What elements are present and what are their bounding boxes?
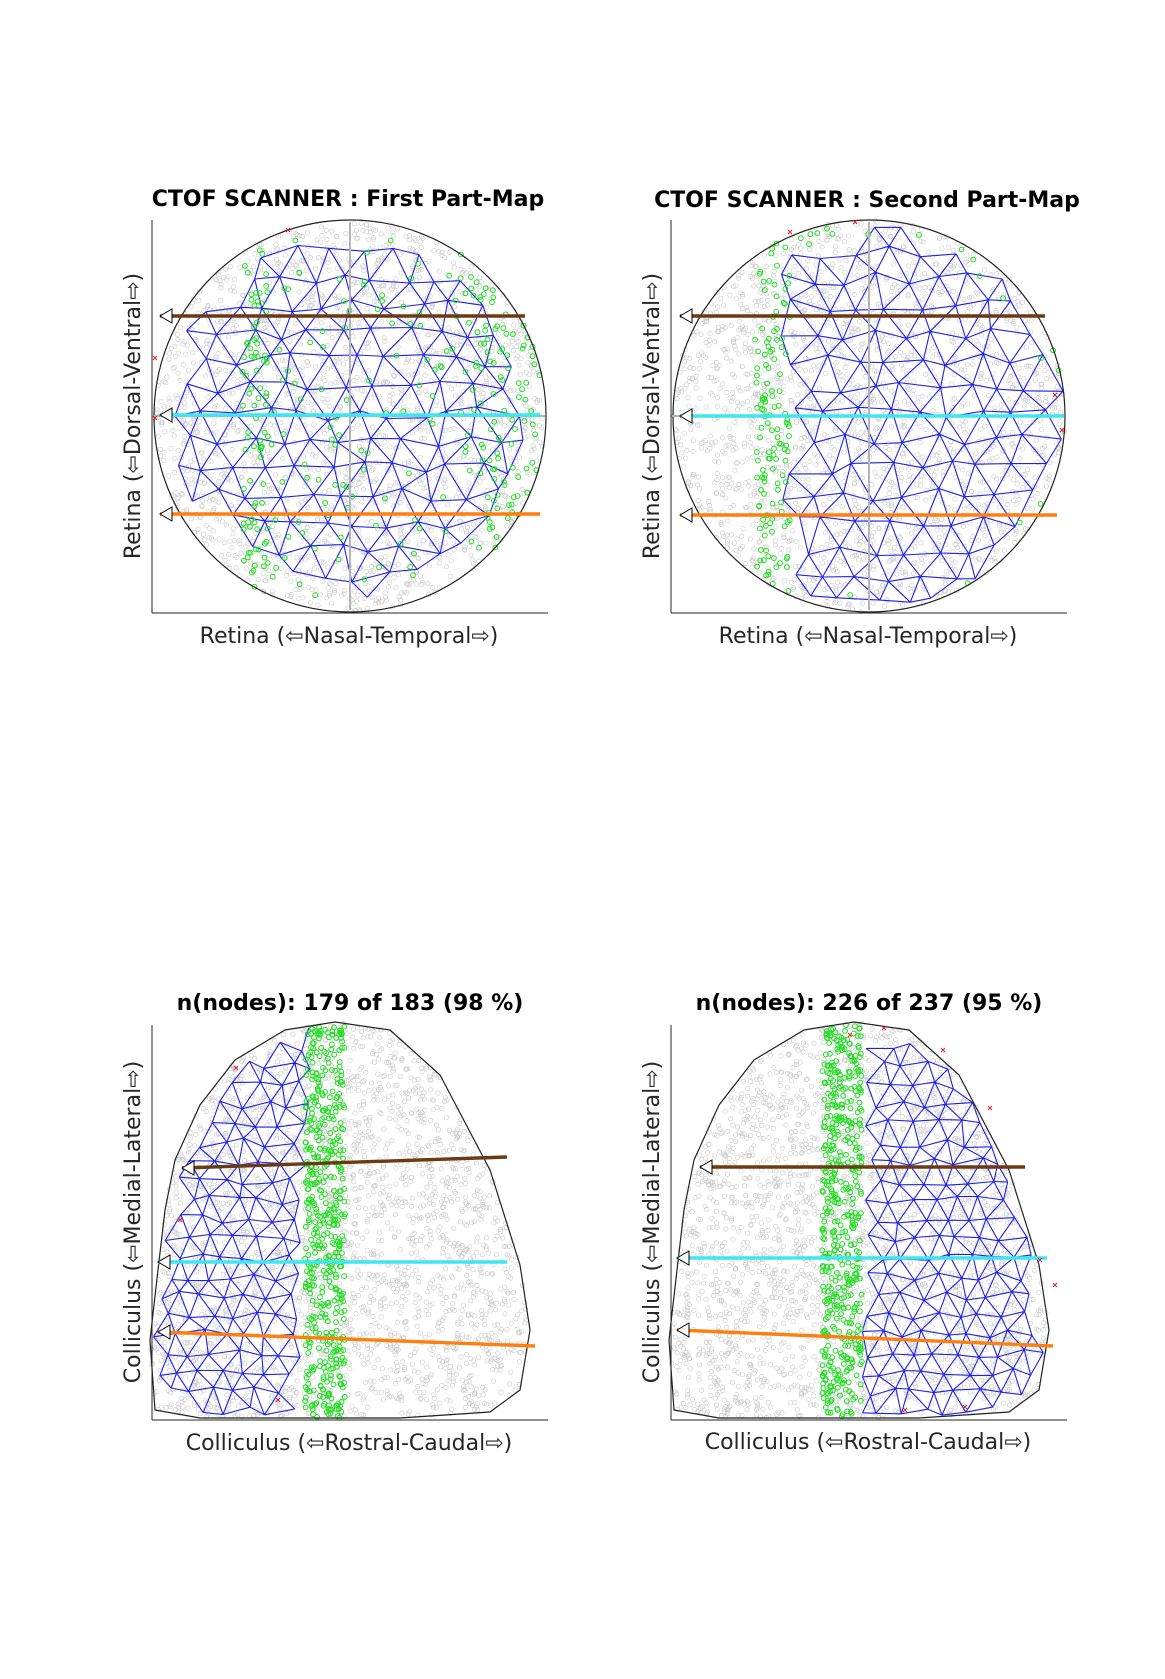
scanner-points: [268, 237, 482, 599]
arrow-head-icon: [679, 507, 693, 523]
scan-line: [676, 1328, 1054, 1348]
arrow-head-icon: [679, 408, 693, 424]
plot-area: [671, 218, 1067, 615]
node-mesh: [153, 1027, 311, 1416]
x-axis-label: Colliculus (⇦Rostral-Caudal⇨): [705, 1430, 1032, 1455]
excluded-marks: [152, 227, 291, 421]
node-mesh: [174, 244, 524, 598]
arrow-head-icon: [676, 1250, 690, 1266]
arrow-head-icon: [159, 506, 173, 522]
panel-colliculus-second: n(nodes): 226 of 237 (95 %) Colliculus (…: [640, 991, 1067, 1455]
y-axis-label: Colliculus (⇦Medial-Lateral⇨): [121, 1061, 146, 1383]
background-points: [148, 1021, 529, 1420]
panel-retina-second: CTOF SCANNER : Second Part-Map Retina (⇦…: [640, 188, 1080, 649]
arrow-head-icon: [159, 407, 173, 423]
scan-line: [181, 1155, 508, 1170]
excluded-marks: [177, 1065, 281, 1403]
panel-title: n(nodes): 179 of 183 (98 %): [177, 991, 524, 1016]
panel-retina-first: CTOF SCANNER : First Part-Map Retina (⇦N…: [121, 187, 548, 649]
colliculus-outline: [668, 1021, 1050, 1419]
x-axis-label: Retina (⇦Nasal-Temporal⇨): [200, 624, 499, 649]
panel-title: CTOF SCANNER : Second Part-Map: [654, 188, 1080, 213]
plot-area: [152, 219, 547, 614]
y-axis-label: Colliculus (⇦Medial-Lateral⇨): [640, 1061, 665, 1383]
scanner-points: [239, 247, 271, 590]
arrow-head-icon: [181, 1160, 195, 1176]
background-points: [668, 1021, 1050, 1421]
arrow-head-icon: [676, 1322, 690, 1338]
node-mesh: [780, 226, 1064, 603]
arrow-head-icon: [679, 308, 693, 324]
arrow-head-icon: [699, 1159, 713, 1175]
scan-line: [157, 1330, 536, 1348]
panel-colliculus-first: n(nodes): 179 of 183 (98 %) Colliculus (…: [121, 991, 548, 1456]
node-mesh: [861, 1043, 1044, 1416]
colliculus-outline: [149, 1021, 531, 1419]
excluded-marks: [787, 219, 1065, 433]
scanner-points: [819, 1022, 865, 1420]
scanner-points: [752, 240, 793, 594]
arrow-head-icon: [157, 1324, 171, 1340]
y-axis-label: Retina (⇦Dorsal-Ventral⇨): [640, 273, 665, 559]
x-axis-label: Colliculus (⇦Rostral-Caudal⇨): [186, 1431, 513, 1456]
arrow-head-icon: [159, 308, 173, 324]
panel-title: n(nodes): 226 of 237 (95 %): [696, 991, 1043, 1016]
plot-area: [668, 1021, 1058, 1421]
arrow-head-icon: [157, 1254, 171, 1270]
x-axis-label: Retina (⇦Nasal-Temporal⇨): [719, 624, 1018, 649]
y-axis-label: Retina (⇦Dorsal-Ventral⇨): [121, 273, 146, 559]
plot-area: [148, 1021, 536, 1421]
scanner-points: [477, 285, 543, 551]
panel-title: CTOF SCANNER : First Part-Map: [152, 187, 545, 212]
excluded-marks: [847, 1025, 1058, 1413]
background-points: [671, 218, 1067, 615]
